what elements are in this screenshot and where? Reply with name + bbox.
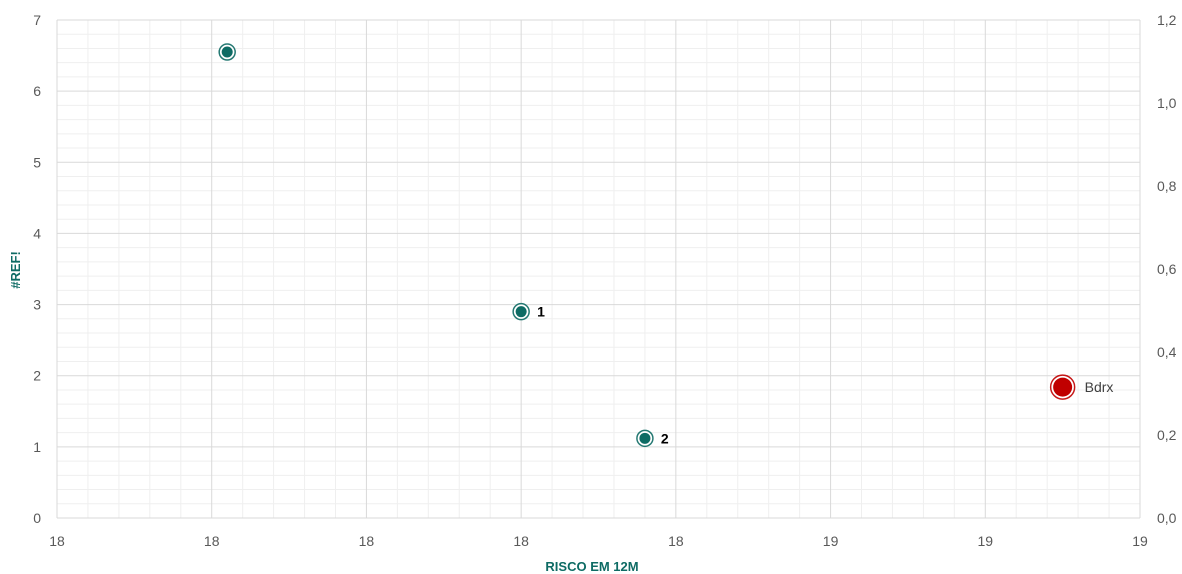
y-tick-label: 2 — [33, 368, 41, 384]
x-tick-label: 18 — [359, 533, 375, 549]
x-tick-label: 18 — [49, 533, 65, 549]
y-tick-label: 0 — [33, 510, 41, 526]
y2-tick-label: 0,4 — [1157, 344, 1177, 360]
y2-tick-label: 0,8 — [1157, 178, 1177, 194]
highlight-point: Bdrx — [1049, 374, 1114, 400]
x-tick-label: 18 — [513, 533, 529, 549]
y-tick-label: 6 — [33, 83, 41, 99]
point-marker — [515, 306, 527, 318]
y-tick-label: 7 — [33, 12, 41, 28]
y-tick-label: 3 — [33, 297, 41, 313]
y2-tick-label: 0,6 — [1157, 261, 1177, 277]
point-marker — [221, 46, 233, 58]
x-tick-label: 19 — [1132, 533, 1148, 549]
x-tick-label: 19 — [977, 533, 993, 549]
y-axis-ticks: 0 1 2 3 4 5 6 7 — [33, 12, 41, 526]
x-tick-label: 18 — [204, 533, 220, 549]
y-tick-label: 1 — [33, 439, 41, 455]
point-marker — [639, 432, 651, 444]
minor-gridlines — [57, 20, 1140, 518]
point-label: 2 — [661, 430, 669, 446]
y-axis-title: #REF! — [8, 251, 23, 289]
y2-axis-ticks: 0,0 0,2 0,4 0,6 0,8 1,0 1,2 — [1157, 12, 1177, 526]
point-label: Bdrx — [1085, 379, 1114, 395]
data-point — [218, 43, 236, 61]
x-axis-ticks: 18 18 18 18 18 19 19 19 — [49, 533, 1148, 549]
x-tick-label: 18 — [668, 533, 684, 549]
y2-tick-label: 0,0 — [1157, 510, 1177, 526]
data-points: 1 2 Bdrx — [218, 43, 1114, 448]
y2-tick-label: 1,0 — [1157, 95, 1177, 111]
y-tick-label: 5 — [33, 154, 41, 170]
x-axis-title: RISCO EM 12M — [545, 559, 638, 574]
point-marker — [1053, 377, 1073, 397]
data-point: 1 — [512, 302, 545, 321]
y2-tick-label: 0,2 — [1157, 427, 1177, 443]
y2-tick-label: 1,2 — [1157, 12, 1177, 28]
x-tick-label: 19 — [823, 533, 839, 549]
point-label: 1 — [537, 304, 545, 320]
major-gridlines — [56, 19, 1141, 519]
y-tick-label: 4 — [33, 225, 41, 241]
data-point: 2 — [636, 429, 669, 448]
